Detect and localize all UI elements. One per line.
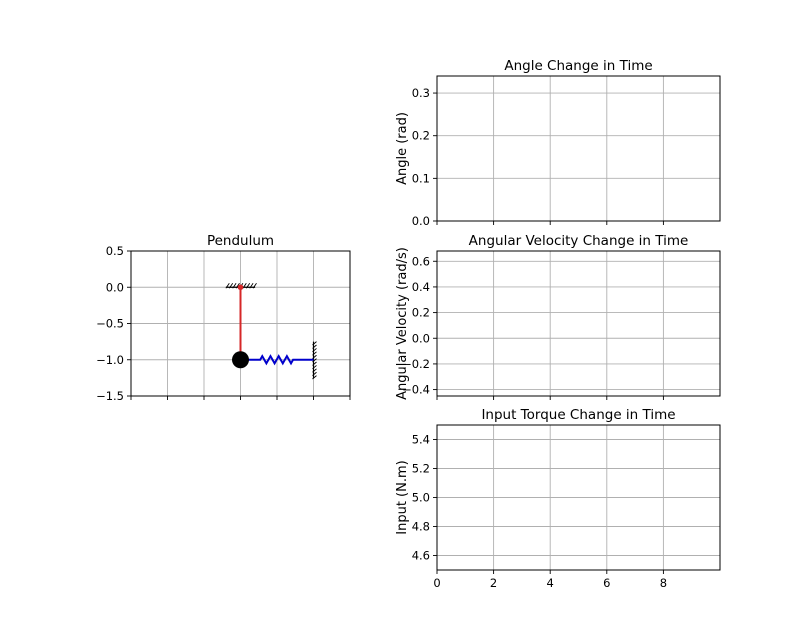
ceiling-hatch — [242, 282, 247, 289]
y-tick-label: 0.2 — [412, 129, 430, 143]
y-tick-label: 5.2 — [412, 462, 430, 476]
wall-hatch — [312, 344, 317, 349]
x-tick-label: 8 — [660, 576, 667, 590]
y-tick-label: 4.8 — [412, 520, 430, 534]
chart-angular-velocity: −0.4 −0.2 0.0 0.2 0.4 0.6 Angular Velocity Cha… — [395, 233, 721, 400]
y-tick-label: −1.5 — [96, 389, 124, 403]
pendulum-bob — [232, 351, 249, 369]
y-axis-label: Input (N.m) — [395, 460, 410, 534]
wall-hatch — [312, 341, 317, 346]
y-tick-label: 0.0 — [412, 331, 430, 345]
wall-hatch — [312, 371, 317, 376]
y-tick-label: 4.6 — [412, 549, 430, 563]
chart-input-torque: 0 2 4 6 8 4.6 4.8 5.0 5.2 5.4 Input Torque Change … — [395, 407, 721, 590]
y-tick-label: 0.3 — [412, 86, 430, 100]
x-tick-label: 0 — [433, 576, 440, 590]
y-tick-label: 0.4 — [412, 280, 430, 294]
wall-hatch — [312, 375, 317, 380]
ceiling-hatch — [249, 282, 254, 289]
wall-hatch — [312, 361, 317, 366]
chart-pendulum: −1.5 −1.0 −0.5 0.0 0.5 Pendulum — [96, 233, 351, 403]
y-tick-label: 0.6 — [412, 254, 430, 268]
ceiling-hatch — [245, 282, 251, 289]
chart-title: Input Torque Change in Time — [481, 407, 675, 423]
y-tick-label: 5.0 — [412, 491, 430, 505]
y-tick-label: 0.5 — [106, 244, 124, 258]
pivot-point — [237, 284, 244, 291]
chart-title: Angular Velocity Change in Time — [469, 233, 689, 249]
ceiling-hatch — [232, 282, 237, 289]
y-tick-label: 0.2 — [412, 306, 430, 320]
y-tick-label: −0.5 — [96, 317, 124, 331]
y-tick-label: −1.0 — [96, 353, 124, 367]
y-tick-label: 0.1 — [412, 171, 430, 185]
y-axis-label: Angle (rad) — [395, 112, 410, 185]
y-tick-label: −0.2 — [402, 357, 430, 371]
chart-title: Pendulum — [207, 233, 274, 249]
x-tick-label: 2 — [490, 576, 497, 590]
chart-angle: 0.0 0.1 0.2 0.3 Angle Change in Time Angle (r… — [395, 58, 721, 228]
wall-hatch — [312, 348, 317, 353]
wall-hatch — [312, 368, 317, 373]
ceiling-hatch — [228, 282, 234, 289]
chart-title: Angle Change in Time — [504, 58, 652, 74]
y-tick-label: 0.0 — [412, 214, 430, 228]
ceiling-hatch — [252, 282, 257, 289]
axes-frame — [436, 424, 721, 571]
y-tick-label: 0.0 — [106, 280, 124, 294]
axes-frame — [436, 75, 721, 222]
wall-hatch — [312, 351, 317, 356]
x-tick-label: 6 — [603, 576, 610, 590]
ceiling-hatch — [235, 282, 240, 289]
wall-hatch — [312, 365, 317, 370]
y-axis-label: Angular Velocity (rad/s) — [395, 247, 410, 400]
wall-hatch — [312, 354, 317, 359]
axes-frame — [130, 250, 351, 397]
y-tick-label: −0.4 — [402, 383, 430, 397]
y-tick-label: 5.4 — [412, 433, 430, 447]
ceiling-hatch — [225, 282, 230, 289]
axes-frame — [436, 250, 721, 397]
wall-hatch — [312, 358, 317, 363]
spring — [240, 354, 314, 366]
x-tick-label: 4 — [547, 576, 554, 590]
